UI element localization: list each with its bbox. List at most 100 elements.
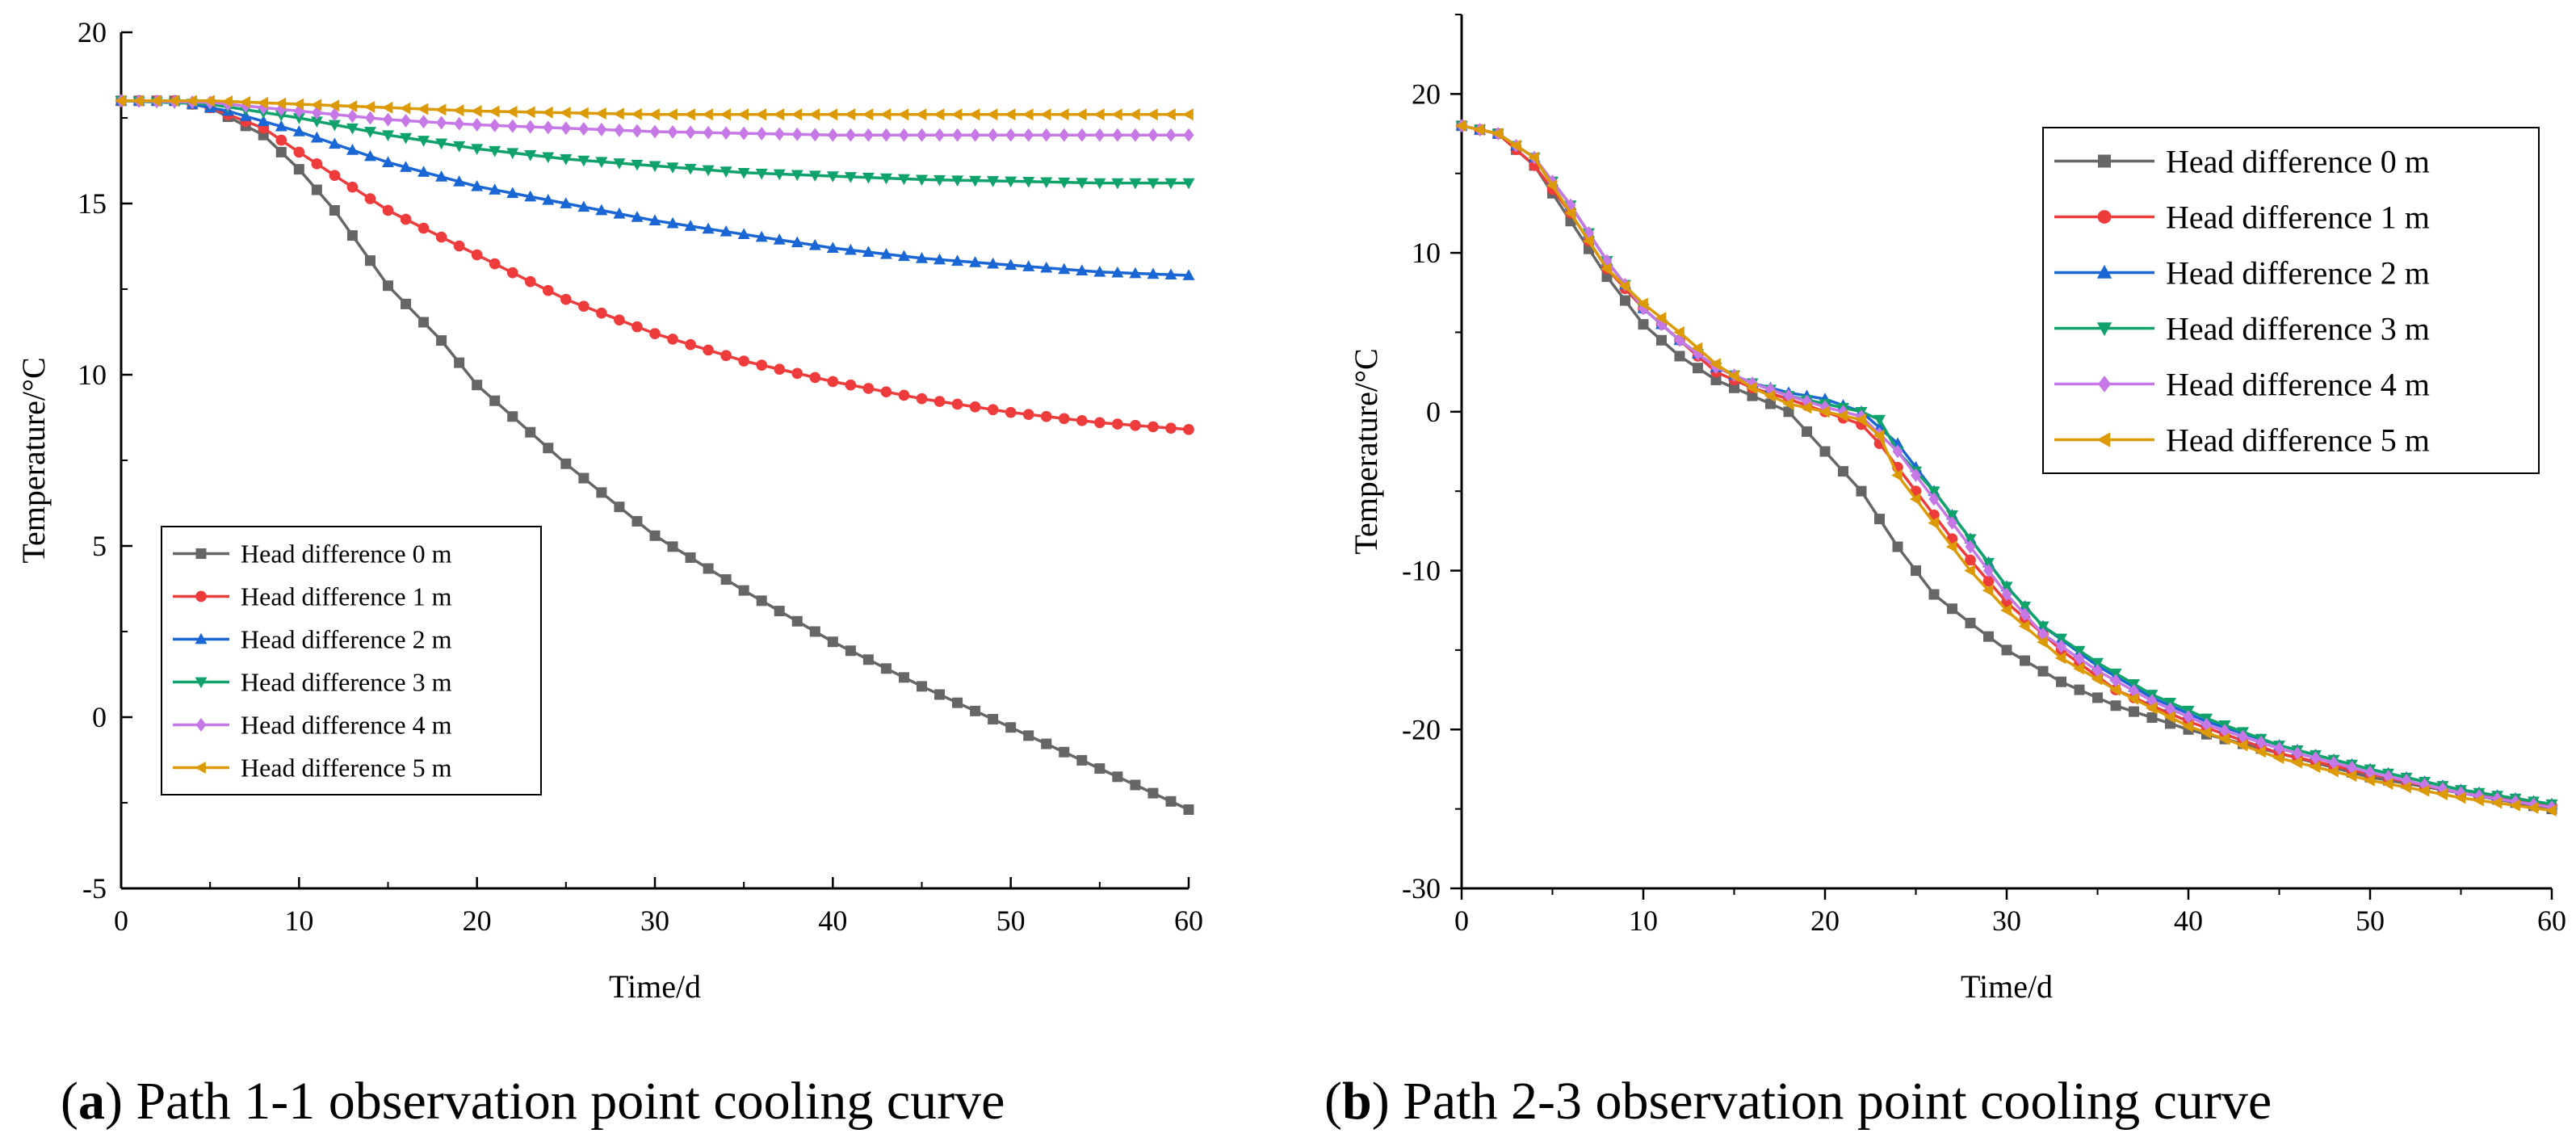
panel-a-data-point (862, 108, 874, 121)
panel-a-data-point (595, 107, 606, 120)
panel-b-data-point (2473, 789, 2485, 803)
panel-b-data-point (1819, 400, 1831, 414)
panel-a-data-point (880, 663, 892, 674)
panel-a-data-point (435, 138, 448, 150)
panel-a-data-point (1147, 787, 1159, 799)
panel-b-y-tick-label: -30 (1402, 872, 1441, 905)
panel-a-x-tick-label: 20 (463, 905, 492, 937)
panel-a-data-point (703, 344, 714, 356)
panel-a-data-point (1112, 128, 1123, 142)
panel-b-data-point (1727, 370, 1739, 383)
panel-b-data-point (1964, 565, 1975, 577)
panel-a-data-point (614, 314, 625, 325)
panel-a-data-point (791, 367, 803, 380)
panel-a-data-point (436, 335, 447, 346)
panel-a-data-point (1022, 409, 1034, 421)
panel-a-data-point (1165, 128, 1177, 142)
panel-a-data-point (809, 128, 820, 142)
panel-b-legend-marker (2098, 154, 2111, 168)
panel-b-data-point (1983, 631, 1994, 642)
caption-b-title: Path 2-3 observation point cooling curve (1403, 1072, 2272, 1131)
panel-b-data-point (1819, 405, 1830, 418)
panel-a-data-point (738, 585, 749, 596)
panel-b-data-point (1546, 179, 1558, 191)
panel-a-data-point (1022, 260, 1035, 271)
panel-a-data-point (648, 108, 660, 121)
panel-a-data-point (452, 104, 464, 117)
panel-a-data-point (917, 681, 927, 692)
panel-b-data-point (1783, 406, 1794, 418)
panel-a-data-point (578, 472, 589, 484)
panel-b-data-point (1746, 381, 1757, 394)
panel-a-data-point (240, 99, 251, 113)
panel-b-data-point (2400, 781, 2411, 794)
panel-b-x-tick-label: 50 (2356, 905, 2385, 937)
panel-a-data-point (1094, 417, 1105, 429)
panel-a-data-point (471, 249, 483, 261)
panel-b-data-point (2001, 597, 2012, 608)
panel-a-data-point (328, 137, 341, 149)
panel-a-data-point (560, 107, 571, 120)
panel-a-data-point (470, 105, 482, 117)
panel-a-data-point (363, 100, 375, 113)
panel-a-data-point (364, 111, 375, 125)
panel-a-data-point (614, 502, 625, 513)
panel-b-data-point (1892, 444, 1903, 459)
panel-b-data-point (2528, 797, 2539, 812)
panel-a-data-point (346, 144, 359, 155)
panel-b-data-point (2490, 796, 2503, 809)
panel-a-data-point (346, 123, 359, 135)
panel-b-legend: Head difference 0 m Head difference 1 m He… (2042, 127, 2540, 474)
panel-b-data-point (1747, 390, 1758, 401)
panel-a-data-point (400, 161, 413, 172)
panel-a-data-point (1041, 738, 1052, 749)
panel-a-data-point (987, 176, 1000, 187)
panel-a-data-point (346, 109, 358, 124)
panel-b-data-point (1802, 426, 1812, 437)
panel-b-data-point (1964, 534, 1977, 545)
panel-a-data-point (595, 204, 608, 216)
panel-a-data-point (952, 128, 963, 142)
panel-b-data-point (1911, 468, 1921, 482)
panel-b-data-point (2000, 581, 2013, 594)
panel-b-data-point (2074, 684, 2085, 695)
panel-a-x-axis-title: Time/d (609, 968, 701, 1005)
panel-a-data-point (951, 398, 963, 410)
panel-b-data-point (1601, 262, 1612, 275)
panel-a-data-point (703, 125, 714, 140)
panel-a-y-axis-title: Temperature/°C (15, 357, 52, 563)
panel-a-data-point (1111, 266, 1124, 278)
panel-a-data-point (542, 152, 555, 164)
panel-b-data-point (1491, 128, 1503, 141)
panel-b-data-point (1892, 541, 1903, 552)
panel-b-legend-box (2042, 127, 2540, 474)
panel-a-data-point (845, 645, 856, 657)
panel-a-data-point (293, 164, 304, 175)
panel-b-data-point (1855, 413, 1866, 426)
panel-b-data-point (2056, 676, 2066, 687)
caption-a: (a) Path 1-1 observation point cooling c… (61, 1072, 1005, 1131)
panel-a-data-point (506, 187, 519, 199)
panel-b-data-point (1947, 603, 1957, 615)
panel-a-data-point (418, 115, 430, 129)
panel-a-data-point (737, 228, 750, 240)
panel-a-data-point (435, 170, 448, 182)
panel-a-data-point (346, 230, 358, 241)
panel-a-data-point (400, 213, 412, 225)
panel-a-data-point (1076, 264, 1089, 275)
panel-a-data-point (845, 379, 857, 391)
panel-a-data-point (418, 317, 430, 328)
panel-a-data-point (382, 156, 394, 167)
panel-a-data-point (791, 236, 803, 248)
panel-a-data-point (702, 165, 715, 177)
panel-a-legend-label: Head difference 0 m (241, 539, 452, 569)
panel-a-data-point (631, 159, 644, 171)
panel-a-y-tick-label: 15 (78, 187, 107, 220)
panel-a-data-point (132, 94, 144, 107)
panel-a-data-point (1005, 176, 1017, 188)
panel-b-data-point (2110, 674, 2121, 688)
panel-a-data-point (203, 94, 216, 107)
panel-b-data-point (2219, 724, 2230, 738)
panel-a-data-point (258, 100, 269, 115)
panel-a-data-point (257, 96, 269, 109)
